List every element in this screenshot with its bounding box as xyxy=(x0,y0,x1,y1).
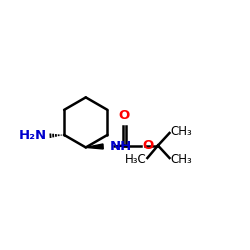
Text: CH₃: CH₃ xyxy=(170,124,192,138)
Text: NH: NH xyxy=(109,140,132,153)
Polygon shape xyxy=(86,144,103,149)
Text: O: O xyxy=(142,139,154,152)
Text: H₂N: H₂N xyxy=(19,130,47,142)
Text: CH₃: CH₃ xyxy=(170,154,192,166)
Text: O: O xyxy=(119,110,130,122)
Text: H₃C: H₃C xyxy=(125,154,146,166)
